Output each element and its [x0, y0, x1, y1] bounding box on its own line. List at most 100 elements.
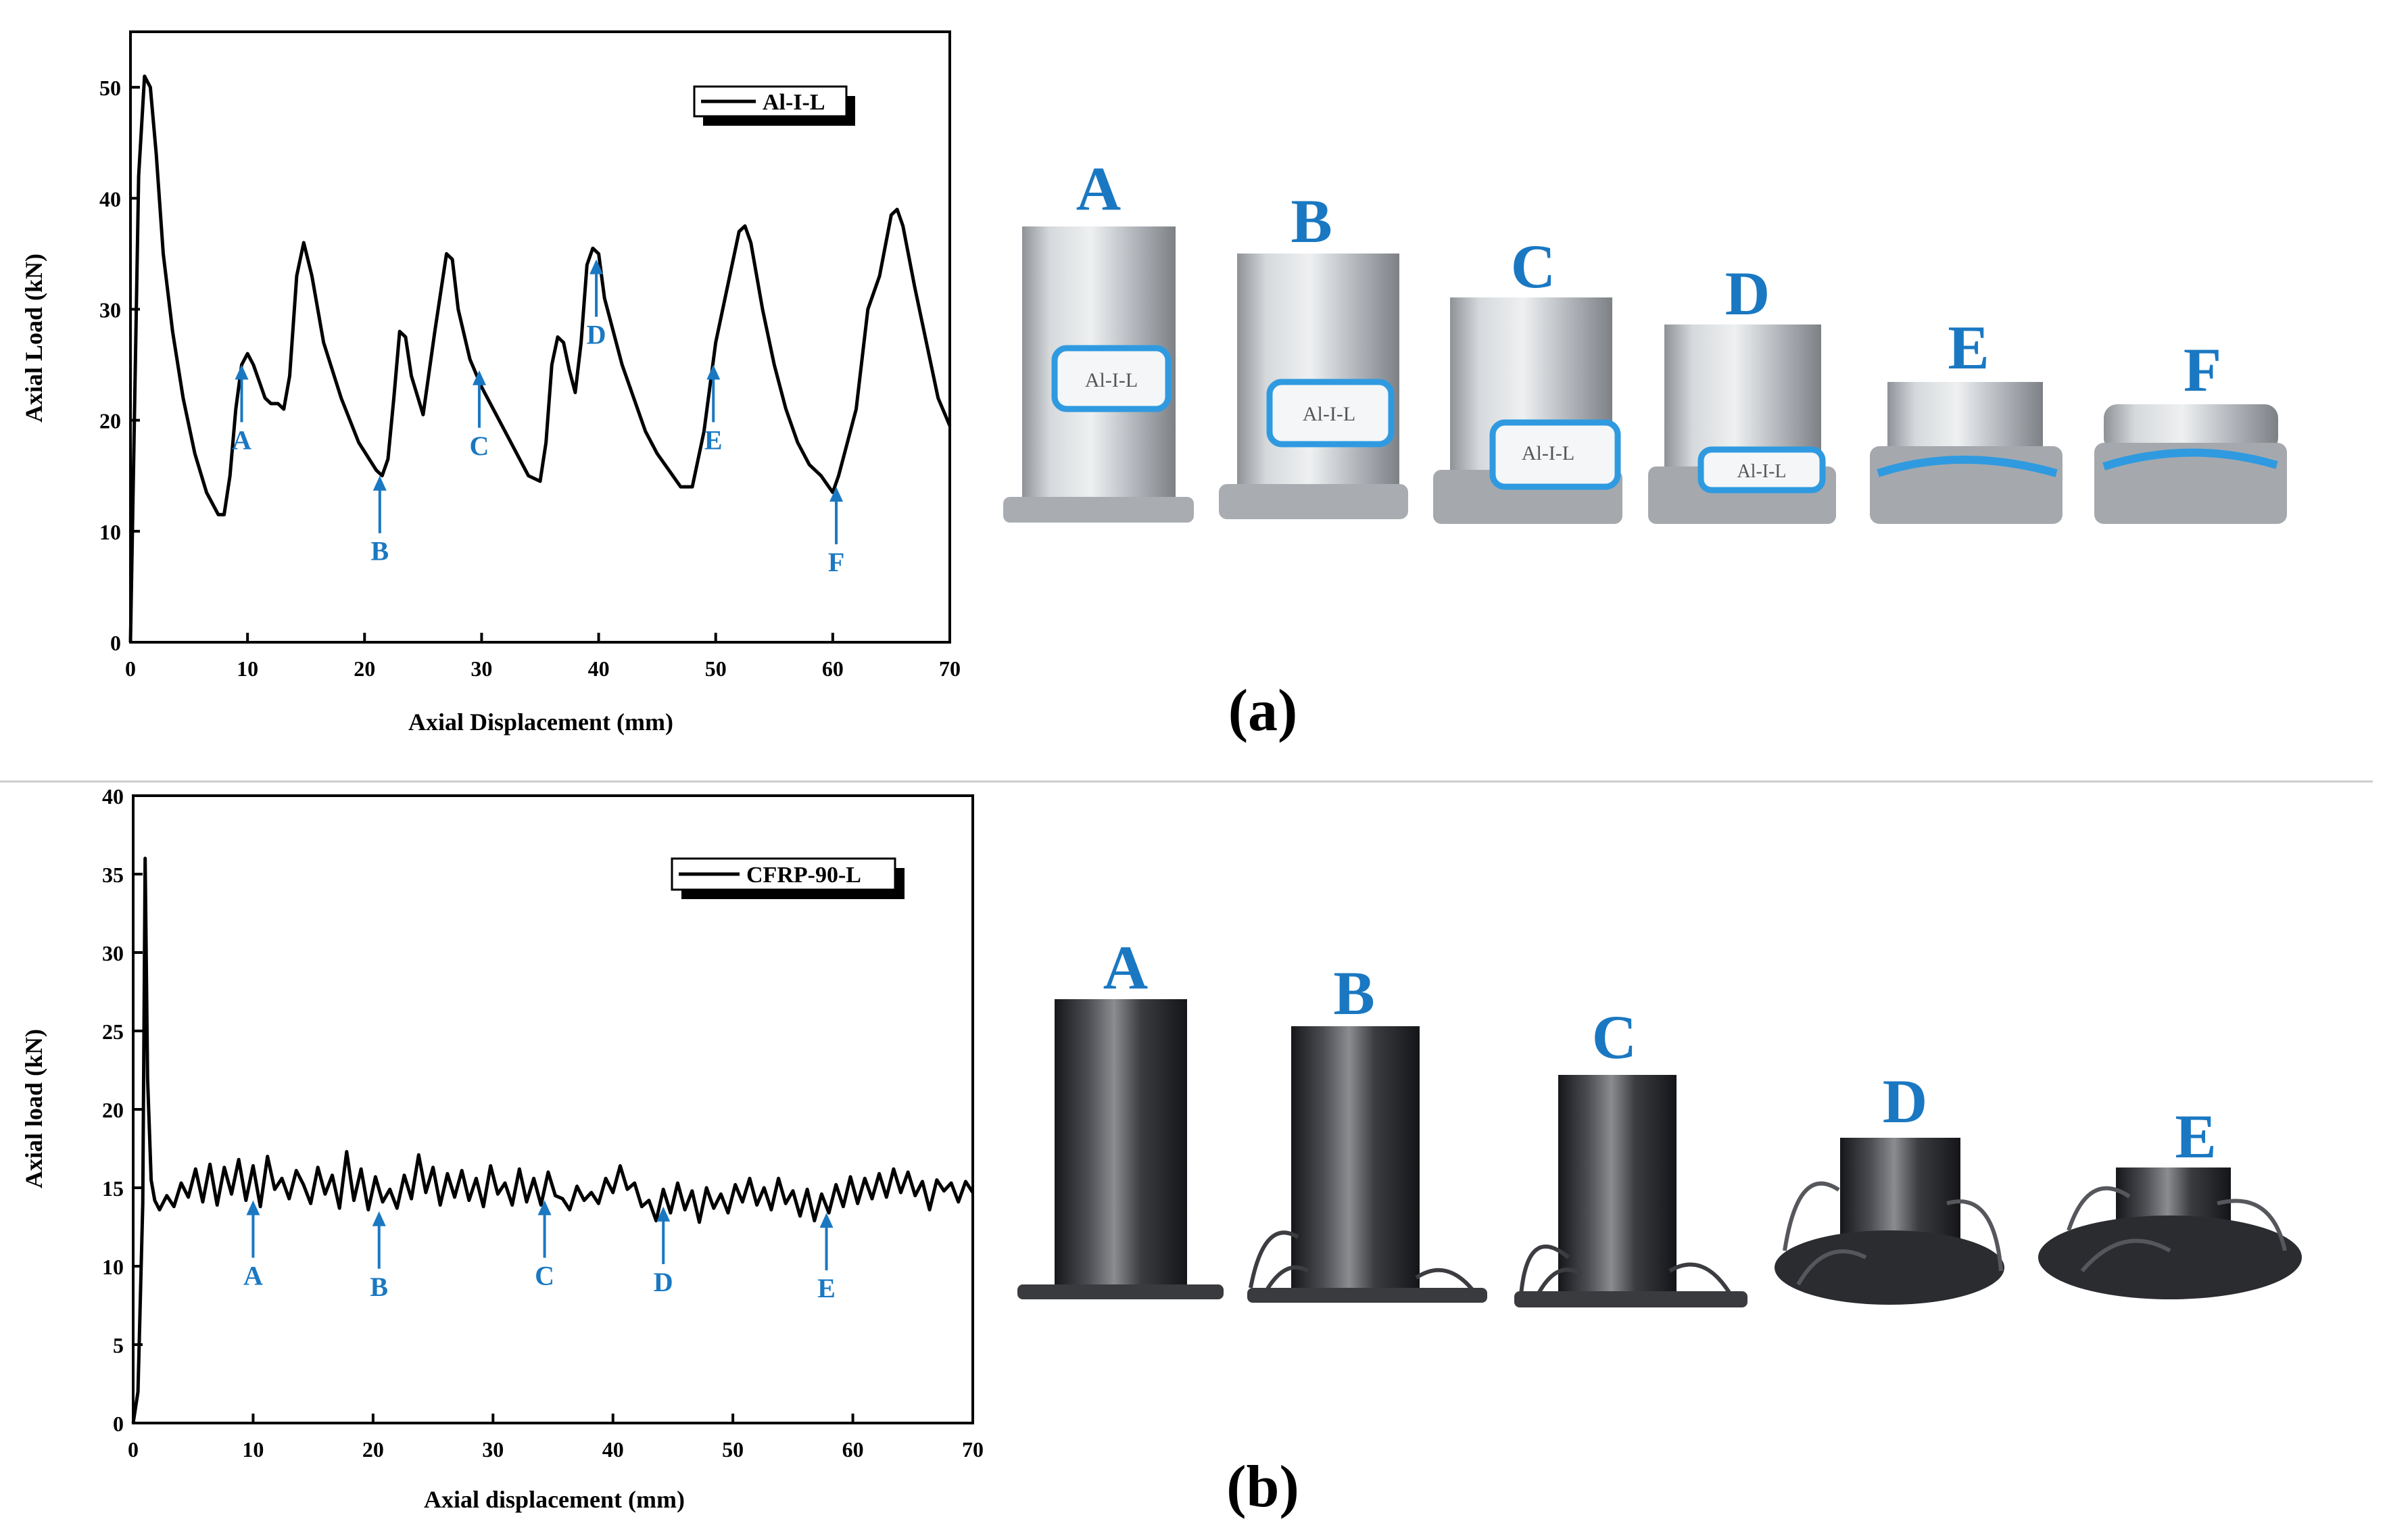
tube-base-debris [1017, 1284, 1224, 1299]
series-line-cfrp-90-l [131, 857, 975, 1424]
series-line-al-i-l [128, 74, 952, 643]
x-tick-label: 70 [962, 1437, 984, 1462]
specimen-label-c: C [1511, 232, 1556, 301]
tube-body [1664, 324, 1821, 466]
tube-body [1291, 1026, 1420, 1291]
specimen-photo-d: Al-I-L D [1648, 259, 1836, 524]
specimen-label-d: D [1725, 259, 1770, 328]
annotation-arrow-head [472, 370, 486, 385]
x-tick-label: 10 [242, 1437, 264, 1462]
annotation-arrow-head [656, 1206, 671, 1222]
legend: Al-I-L [693, 85, 855, 126]
y-tick-label: 25 [102, 1019, 124, 1044]
annotation-e: E [704, 364, 723, 456]
annotation-arrow-head [537, 1200, 552, 1216]
annotation-arrow-head [372, 475, 387, 491]
tube-tag [1266, 379, 1395, 448]
y-tick-label: 15 [102, 1176, 124, 1201]
specimen-label-a: A [1076, 154, 1121, 223]
tube-fibres [1783, 1181, 2003, 1286]
legend-label-al-i-l: Al-I-L [763, 90, 825, 115]
x-tick-label: 30 [471, 656, 492, 681]
specimen-photo-a: A [1017, 933, 1224, 1299]
specimen-photo-c: C [1514, 1003, 1747, 1307]
y-tick-label: 50 [99, 76, 121, 100]
x-axis-label: Axial Displacement (mm) [408, 708, 673, 736]
specimen-label-c: C [1592, 1003, 1637, 1072]
annotation-arrow-head [235, 364, 249, 380]
y-tick-label: 0 [113, 1412, 124, 1436]
x-axis-label: Axial displacement (mm) [424, 1486, 685, 1513]
specimen-photo-b: Al-I-L B [1219, 187, 1408, 519]
specimen-label-b: B [1333, 959, 1374, 1028]
tube-base-debris [1247, 1288, 1487, 1303]
annotation-e: E [817, 1213, 836, 1303]
specimen-photo-a: Al-I-L A [1003, 154, 1194, 523]
specimen-photo-c: Al-I-L C [1433, 232, 1622, 524]
panel-label-b: (b) [1226, 1454, 1299, 1520]
y-tick-label: 35 [102, 863, 124, 887]
annotation-c: C [535, 1200, 554, 1291]
annotation-label: F [828, 547, 844, 577]
tube-tag [1697, 446, 1826, 494]
annotation-label: A [243, 1261, 263, 1291]
tube-tag-text: Al-I-L [1085, 369, 1138, 391]
annotation-arrow-head [246, 1200, 260, 1216]
annotation-b: B [370, 475, 389, 567]
x-tick-label: 60 [842, 1437, 864, 1462]
legend: CFRP-90-L [671, 857, 905, 899]
x-tick-label: 20 [362, 1437, 384, 1462]
annotation-arrow-head [706, 364, 721, 380]
annotation-a: A [243, 1200, 263, 1291]
y-tick-label: 20 [99, 409, 121, 433]
annotation-label: C [535, 1261, 554, 1291]
y-tick-label: 0 [110, 631, 121, 655]
annotation-arrow-head [829, 487, 844, 502]
tube-fibre-debris [1775, 1230, 2004, 1305]
chart-al-i-l: 0 10 20 30 40 50 0 10 20 30 40 50 60 70 A B C D E F Al-I-… [20, 30, 961, 736]
x-tick-label: 20 [354, 656, 375, 681]
specimen-photo-b: B [1247, 959, 1487, 1303]
tube-tag [1051, 345, 1172, 412]
tube-tag-text: Al-I-L [1303, 403, 1355, 425]
tube-body [1558, 1075, 1677, 1291]
specimen-photo-e: E [2038, 1102, 2302, 1299]
photo-series-cfrp: A B C D E [1017, 933, 2302, 1307]
plot-frame [129, 30, 951, 644]
specimen-label-a: A [1103, 933, 1148, 1002]
y-axis-ticks: 0 5 10 15 20 25 30 35 40 [102, 784, 143, 1436]
tube-flange [1219, 484, 1408, 519]
x-tick-label: 60 [822, 656, 844, 681]
annotation-label: A [232, 425, 251, 456]
specimen-label-d: D [1883, 1067, 1927, 1136]
y-tick-label: 20 [102, 1098, 124, 1122]
y-tick-label: 30 [99, 297, 121, 322]
tube-folds [2094, 443, 2287, 524]
tube-body [1887, 382, 2043, 456]
specimen-label-b: B [1291, 187, 1332, 256]
x-tick-label: 50 [722, 1437, 744, 1462]
chart-cfrp-90-l: 0 5 10 15 20 25 30 35 40 0 10 20 30 40 50 60 70 A B C D E C… [20, 784, 984, 1513]
specimen-photo-f: F [2094, 335, 2287, 524]
legend-label-cfrp-90-l: CFRP-90-L [746, 863, 861, 888]
annotation-a: A [232, 364, 251, 456]
x-axis-ticks: 0 10 20 30 40 50 60 70 [125, 633, 961, 681]
specimen-photo-d: D [1775, 1067, 2004, 1305]
x-tick-label: 40 [602, 1437, 624, 1462]
y-tick-label: 5 [113, 1333, 124, 1357]
annotation-label: E [817, 1273, 836, 1303]
tube-tape [1877, 456, 2058, 477]
y-axis-label: Axial Load (kN) [20, 254, 47, 423]
panel-label-a: (a) [1228, 678, 1298, 744]
x-tick-label: 10 [237, 656, 258, 681]
x-tick-label: 30 [482, 1437, 504, 1462]
specimen-label-e: E [1948, 313, 1989, 382]
tube-body [1237, 254, 1399, 487]
x-tick-label: 70 [939, 656, 961, 681]
annotation-d: D [654, 1206, 673, 1297]
x-tick-label: 50 [705, 656, 727, 681]
y-tick-label: 30 [102, 941, 124, 965]
annotation-label: B [370, 1272, 388, 1302]
photo-series-aluminium: Al-I-L A Al-I-L B Al-I-L C Al-I-L D [1003, 154, 2287, 524]
